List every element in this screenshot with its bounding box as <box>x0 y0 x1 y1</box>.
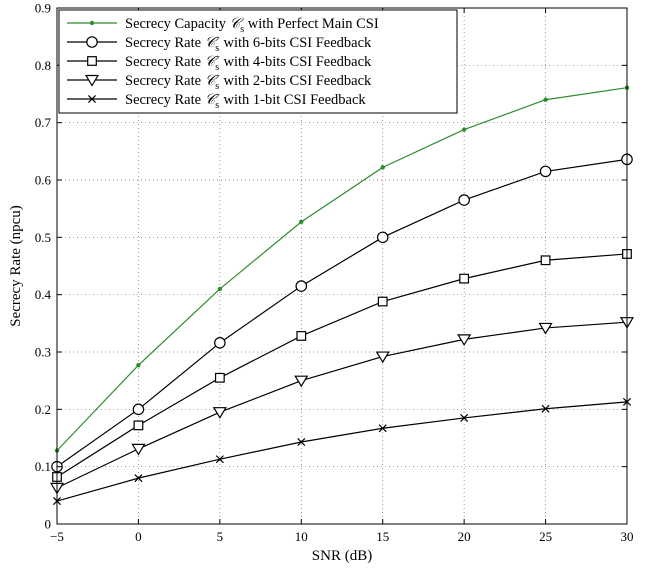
x-marker <box>134 474 143 483</box>
triangle-marker <box>212 407 227 419</box>
series-4 <box>49 317 635 495</box>
legend-dot-marker <box>89 20 95 26</box>
y-tick-label: 0 <box>45 517 52 532</box>
dot-marker <box>461 127 467 132</box>
y-tick-label: 0.9 <box>35 1 51 16</box>
x-tick-label: 10 <box>295 529 308 544</box>
x-tick-label: 5 <box>217 529 224 544</box>
legend: Secrecy Capacity 𝒞s with Perfect Main CS… <box>58 9 458 114</box>
square-marker <box>296 331 307 341</box>
legend-item: Secrecy Rate 𝒞s− with 2-bits CSI Feedbac… <box>67 71 372 92</box>
x-tick-label: 30 <box>621 529 634 544</box>
y-tick-label: 0.5 <box>35 230 51 245</box>
y-tick-label: 0.3 <box>35 345 51 360</box>
legend-item: Secrecy Rate 𝒞s− with 4-bits CSI Feedbac… <box>67 52 372 73</box>
plot-frame <box>56 7 628 525</box>
y-tick-label: 0.4 <box>35 287 52 302</box>
x-tick-label: 0 <box>135 529 142 544</box>
legend-label: Secrecy Rate 𝒞s− with 2-bits CSI Feedbac… <box>125 71 372 92</box>
legend-box <box>58 9 458 114</box>
series-2 <box>51 153 633 473</box>
circle-marker <box>295 280 308 292</box>
dot-marker <box>543 97 548 102</box>
legend-item: Secrecy Rate 𝒞s− with 1-bit CSI Feedback <box>67 90 366 111</box>
x-marker <box>215 455 224 464</box>
square-marker <box>377 296 388 307</box>
series-1 <box>54 85 630 453</box>
series-line <box>56 321 628 489</box>
circle-marker <box>458 194 470 206</box>
legend-x-marker <box>87 94 97 104</box>
x-tick-label: 15 <box>376 529 389 544</box>
triangle-marker <box>294 375 309 388</box>
plot-series <box>49 85 635 506</box>
series-line <box>56 87 628 452</box>
x-marker <box>460 413 469 422</box>
triangle-marker <box>375 351 390 364</box>
y-tick-label: 0.8 <box>35 58 51 73</box>
circle-marker <box>376 231 389 244</box>
circle-marker <box>539 165 552 178</box>
dot-marker <box>299 219 304 225</box>
legend-label: Secrecy Rate 𝒞s− with 6-bits CSI Feedbac… <box>125 33 372 54</box>
square-marker <box>214 372 225 383</box>
axis-ticks: −5 0 5 10 15 20 25 3000.10.20.30.40.50.60.70.80… <box>35 1 634 545</box>
legend-triangle-marker <box>84 74 100 87</box>
dot-marker <box>217 286 223 292</box>
triangle-marker <box>538 322 553 335</box>
triangle-marker <box>457 334 472 347</box>
x-tick-label: 20 <box>458 529 471 544</box>
square-marker <box>459 273 470 284</box>
legend-square-marker <box>87 56 97 66</box>
dot-marker <box>136 362 141 368</box>
x-tick-label: 25 <box>539 529 552 544</box>
dot-marker <box>380 165 385 170</box>
square-marker <box>540 255 551 266</box>
triangle-marker <box>131 443 146 456</box>
series-line <box>56 401 628 502</box>
circle-marker <box>132 403 145 416</box>
y-axis-label: Secrecy Rate (npcu) <box>8 205 24 327</box>
x-marker <box>541 404 550 413</box>
series-line <box>56 253 628 478</box>
x-marker <box>297 437 306 447</box>
y-tick-label: 0.2 <box>35 402 51 417</box>
square-marker <box>133 420 144 431</box>
x-axis-label: SNR (dB) <box>312 548 372 564</box>
circle-marker <box>214 337 226 349</box>
y-tick-label: 0.1 <box>35 459 51 474</box>
y-tick-label: 0.6 <box>35 173 52 188</box>
x-tick-label: −5 <box>50 529 64 544</box>
legend-item: Secrecy Rate 𝒞s− with 6-bits CSI Feedbac… <box>67 33 372 54</box>
legend-circle-marker <box>86 36 98 48</box>
y-tick-label: 0.7 <box>35 115 52 130</box>
legend-label: Secrecy Rate 𝒞s− with 4-bits CSI Feedbac… <box>125 52 372 73</box>
series-line <box>56 158 628 468</box>
x-marker <box>378 424 387 433</box>
legend-label: Secrecy Rate 𝒞s− with 1-bit CSI Feedback <box>125 90 366 111</box>
